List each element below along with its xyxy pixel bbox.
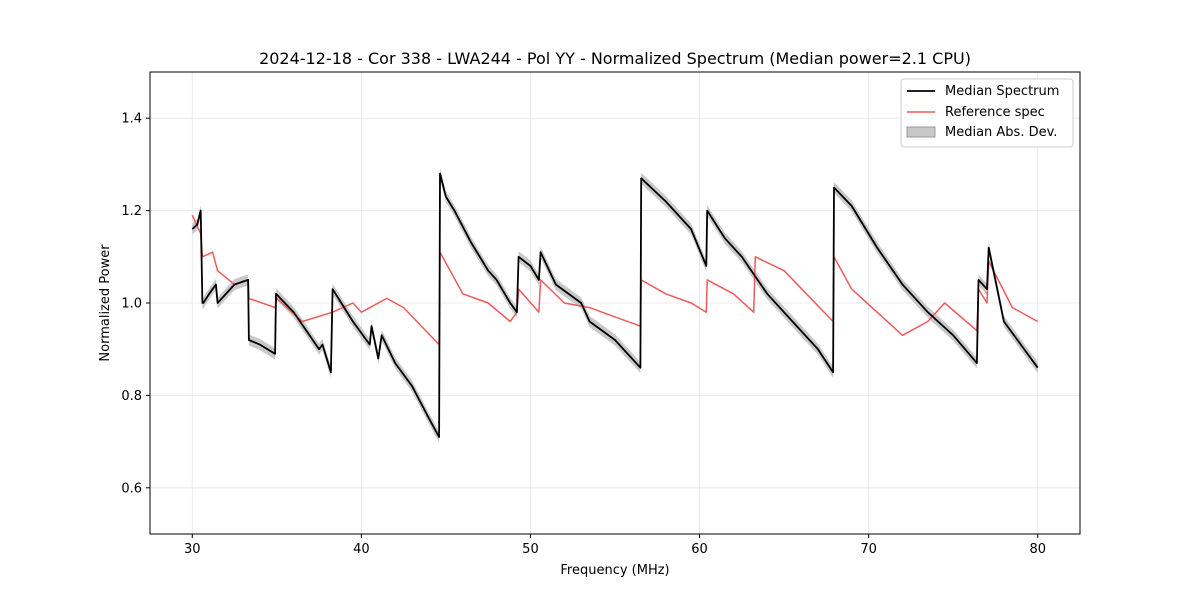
mad-band (192, 168, 1038, 443)
y-tick-label: 0.6 (121, 481, 142, 496)
series-layer (191, 172, 1039, 438)
x-tick-label: 70 (860, 542, 877, 557)
x-tick-label: 30 (184, 542, 201, 557)
x-tick-label: 60 (691, 542, 708, 557)
mad-band-layer (192, 168, 1038, 443)
axis-ticks: 30 40 50 60 70 80 0.6 0.8 1.0 1.2 1.4 (121, 112, 1046, 557)
y-tick-label: 1.0 (121, 297, 142, 312)
legend-swatch-mad (906, 126, 936, 138)
x-tick-label: 40 (353, 542, 370, 557)
x-tick-label: 80 (1029, 542, 1046, 557)
y-axis-label: Normalized Power (98, 244, 113, 362)
chart-title: 2024-12-18 - Cor 338 - LWA244 - Pol YY -… (259, 49, 971, 68)
legend: Median Spectrum Reference spec Median Ab… (900, 78, 1074, 148)
legend-label-median: Median Spectrum (945, 84, 1059, 99)
series-line-median-spectrum (191, 172, 1039, 438)
legend-label-mad: Median Abs. Dev. (945, 125, 1057, 140)
series-line-reference-spec (191, 214, 1039, 346)
y-tick-label: 1.4 (121, 112, 142, 127)
grid (150, 72, 1080, 534)
legend-label-reference: Reference spec (945, 105, 1045, 120)
legend-box (900, 78, 1074, 148)
x-axis-label: Frequency (MHz) (560, 563, 669, 578)
y-tick-label: 1.2 (121, 204, 142, 219)
y-tick-label: 0.8 (121, 389, 142, 404)
x-tick-label: 50 (522, 542, 539, 557)
